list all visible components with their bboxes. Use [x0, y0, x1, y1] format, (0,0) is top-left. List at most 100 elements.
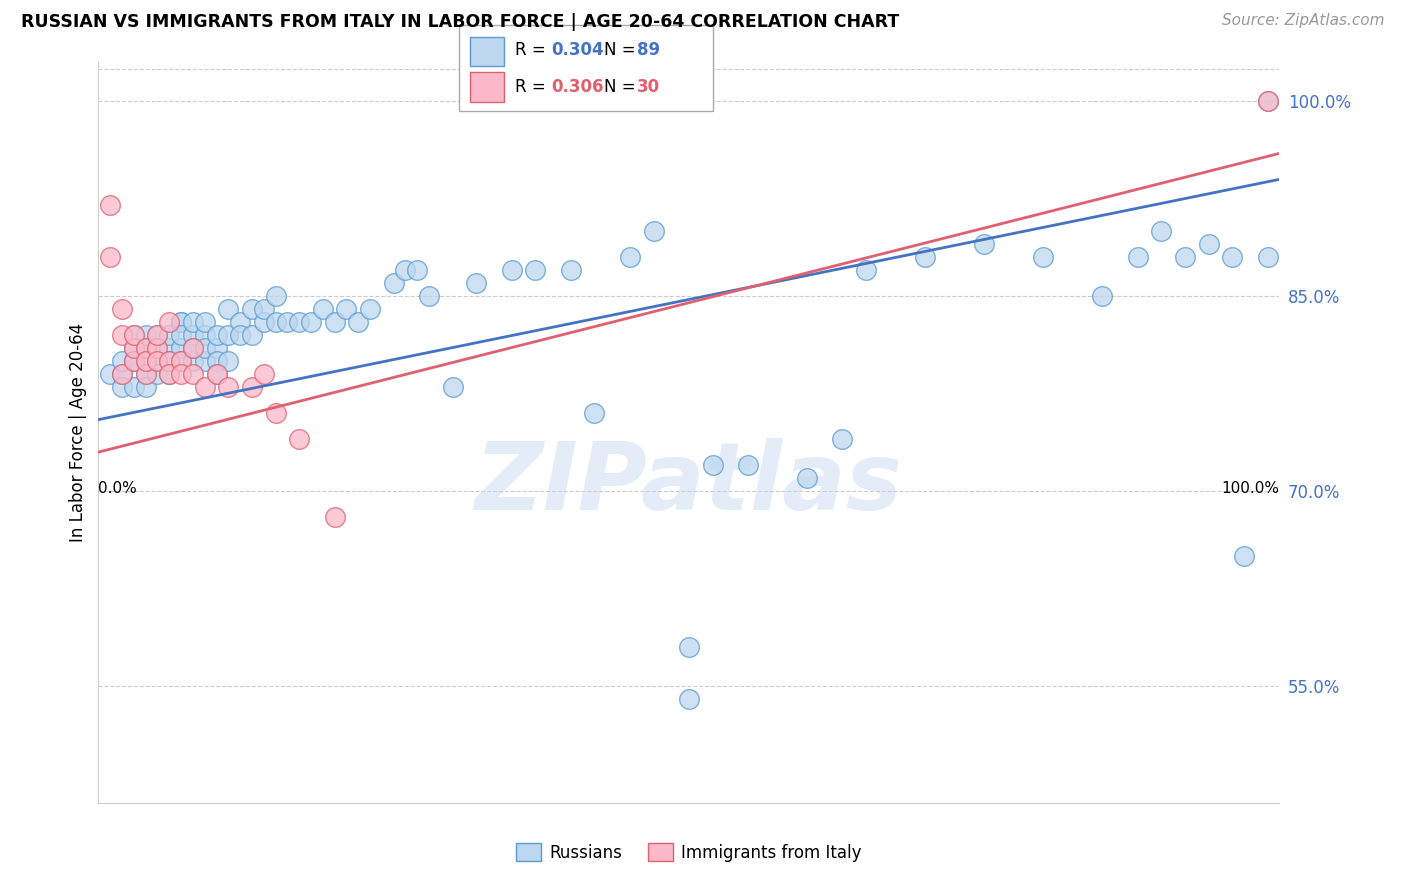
Point [217, 302, 239, 317]
Point [181, 328, 204, 343]
Point [122, 380, 145, 394]
Point [737, 458, 759, 472]
Point [323, 510, 346, 524]
Point [205, 354, 228, 368]
Point [146, 354, 169, 368]
Point [229, 328, 252, 343]
Point [264, 315, 287, 329]
Point [111, 302, 134, 317]
Point [1257, 95, 1279, 109]
Point [702, 458, 724, 472]
Point [560, 263, 582, 277]
Point [122, 354, 145, 368]
Point [240, 328, 263, 343]
Point [122, 354, 145, 368]
Point [524, 263, 547, 277]
Point [194, 354, 217, 368]
Text: RUSSIAN VS IMMIGRANTS FROM ITALY IN LABOR FORCE | AGE 20-64 CORRELATION CHART: RUSSIAN VS IMMIGRANTS FROM ITALY IN LABO… [21, 13, 900, 31]
Point [181, 354, 204, 368]
Point [135, 380, 157, 394]
Point [146, 367, 169, 381]
Point [205, 367, 228, 381]
Point [111, 380, 134, 394]
Point [98, 250, 121, 264]
Point [205, 341, 228, 355]
Point [194, 380, 217, 394]
Text: 0.0%: 0.0% [98, 481, 138, 496]
Point [1091, 289, 1114, 303]
Point [205, 328, 228, 343]
Point [122, 341, 145, 355]
Text: 0.304: 0.304 [551, 41, 603, 59]
Point [1257, 250, 1279, 264]
Point [135, 354, 157, 368]
Point [205, 367, 228, 381]
Point [678, 692, 700, 706]
Point [217, 380, 239, 394]
Point [98, 198, 121, 212]
Point [441, 380, 464, 394]
Text: 100.0%: 100.0% [1222, 481, 1279, 496]
Point [122, 341, 145, 355]
Text: ZIPatlas: ZIPatlas [475, 439, 903, 531]
Point [217, 328, 239, 343]
Point [229, 315, 252, 329]
Point [157, 341, 180, 355]
Point [1233, 549, 1256, 563]
Point [157, 328, 180, 343]
Point [1220, 250, 1243, 264]
Point [135, 367, 157, 381]
Point [619, 250, 641, 264]
Point [111, 367, 134, 381]
Point [135, 354, 157, 368]
Point [157, 315, 180, 329]
Point [170, 354, 193, 368]
Point [157, 367, 180, 381]
Text: R =: R = [516, 78, 551, 95]
Text: 0.306: 0.306 [551, 78, 603, 95]
Point [146, 328, 169, 343]
Point [170, 367, 193, 381]
Y-axis label: In Labor Force | Age 20-64: In Labor Force | Age 20-64 [69, 323, 87, 542]
Point [146, 341, 169, 355]
Point [135, 341, 157, 355]
Point [323, 315, 346, 329]
Point [643, 224, 665, 238]
Point [217, 354, 239, 368]
Text: N =: N = [605, 78, 641, 95]
Point [146, 354, 169, 368]
Point [122, 328, 145, 343]
FancyBboxPatch shape [458, 25, 713, 111]
Point [194, 315, 217, 329]
Text: 30: 30 [637, 78, 659, 95]
Point [418, 289, 440, 303]
Point [276, 315, 298, 329]
Point [157, 354, 180, 368]
Point [288, 432, 311, 446]
Point [253, 315, 276, 329]
Point [194, 328, 217, 343]
Text: N =: N = [605, 41, 641, 59]
Point [111, 367, 134, 381]
Point [347, 315, 370, 329]
Point [1032, 250, 1054, 264]
Bar [471, 72, 503, 102]
Text: Source: ZipAtlas.com: Source: ZipAtlas.com [1222, 13, 1385, 29]
Text: 89: 89 [637, 41, 659, 59]
Point [170, 328, 193, 343]
Text: R =: R = [516, 41, 551, 59]
Point [240, 302, 263, 317]
Point [170, 315, 193, 329]
Point [98, 367, 121, 381]
Point [157, 367, 180, 381]
Point [135, 328, 157, 343]
Point [146, 341, 169, 355]
Point [194, 341, 217, 355]
Point [181, 341, 204, 355]
Point [181, 341, 204, 355]
Point [157, 354, 180, 368]
Point [181, 315, 204, 329]
Point [122, 328, 145, 343]
Point [135, 341, 157, 355]
Point [1257, 95, 1279, 109]
